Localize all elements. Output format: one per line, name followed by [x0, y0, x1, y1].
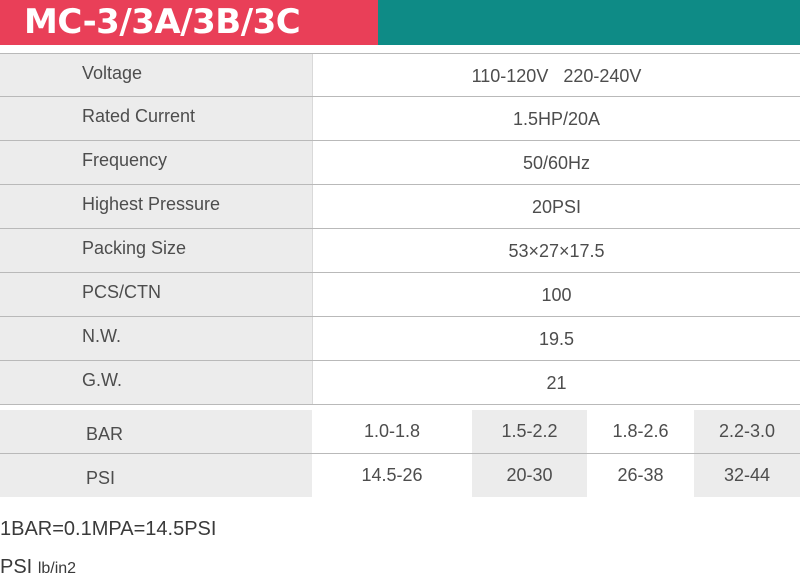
psi-prefix: PSI: [0, 556, 33, 578]
spec-label: Packing Size: [0, 229, 312, 272]
spec-label: Frequency: [0, 141, 312, 184]
spec-value: 53×27×17.5: [312, 229, 800, 272]
model-title: MC-3/3A/3B/3C: [0, 0, 378, 45]
pressure-cell: 26-38: [587, 454, 694, 497]
pressure-cell: 1.0-1.8: [312, 410, 472, 453]
pressure-row-bar: BAR 1.0-1.8 1.5-2.2 1.8-2.6 2.2-3.0: [0, 410, 800, 453]
header: MC-3/3A/3B/3C: [0, 0, 800, 45]
header-band: [378, 0, 800, 45]
spec-value: 20PSI: [312, 185, 800, 228]
pressure-label: BAR: [0, 410, 312, 453]
spec-value: 110-120V 220-240V: [312, 54, 800, 96]
spec-value: 19.5: [312, 317, 800, 360]
spec-row-gw: G.W. 21: [0, 361, 800, 405]
psi-unit-note: PSI lb/in2: [0, 556, 76, 579]
spec-row-packing-size: Packing Size 53×27×17.5: [0, 229, 800, 273]
pressure-cell: 20-30: [472, 454, 587, 497]
pressure-cell: 32-44: [694, 454, 800, 497]
spec-label: PCS/CTN: [0, 273, 312, 316]
pressure-cell: 1.8-2.6: [587, 410, 694, 453]
spec-row-nw: N.W. 19.5: [0, 317, 800, 361]
spec-value: 21: [312, 361, 800, 404]
conversion-note: 1BAR=0.1MPA=14.5PSI: [0, 518, 217, 540]
psi-unit: lb/in2: [37, 560, 77, 577]
spec-row-highest-pressure: Highest Pressure 20PSI: [0, 185, 800, 229]
spec-value: 100: [312, 273, 800, 316]
pressure-row-psi: PSI 14.5-26 20-30 26-38 32-44: [0, 453, 800, 497]
spec-label: G.W.: [0, 361, 312, 404]
pressure-cell: 2.2-3.0: [694, 410, 800, 453]
spec-label: Rated Current: [0, 97, 312, 140]
spec-table: Voltage 110-120V 220-240V Rated Current …: [0, 53, 800, 405]
spec-row-rated-current: Rated Current 1.5HP/20A: [0, 97, 800, 141]
pressure-table: BAR 1.0-1.8 1.5-2.2 1.8-2.6 2.2-3.0 PSI …: [0, 410, 800, 497]
spec-row-pcs-ctn: PCS/CTN 100: [0, 273, 800, 317]
pressure-label: PSI: [0, 454, 312, 497]
pressure-cell: 1.5-2.2: [472, 410, 587, 453]
spec-label: Highest Pressure: [0, 185, 312, 228]
spec-value: 1.5HP/20A: [312, 97, 800, 140]
spec-label: Voltage: [0, 54, 312, 96]
pressure-cell: 14.5-26: [312, 454, 472, 497]
spec-row-voltage: Voltage 110-120V 220-240V: [0, 53, 800, 97]
spec-label: N.W.: [0, 317, 312, 360]
spec-value: 50/60Hz: [312, 141, 800, 184]
spec-row-frequency: Frequency 50/60Hz: [0, 141, 800, 185]
